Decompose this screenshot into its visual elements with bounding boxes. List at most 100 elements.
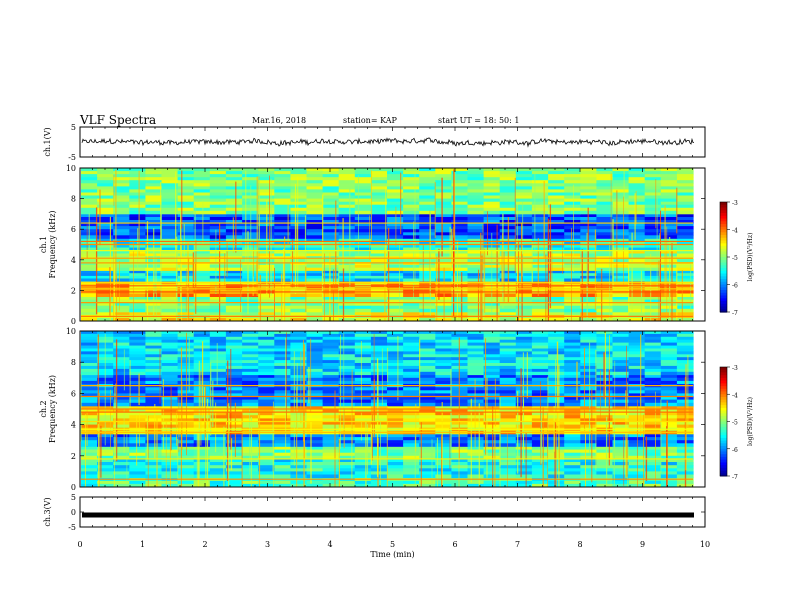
ch1-spectrogram-cell	[274, 273, 291, 277]
ch2-spectrogram-cell	[644, 393, 662, 397]
ch1-spectrogram-cell	[306, 195, 324, 199]
ch1-spectrogram-cell	[499, 168, 517, 172]
ch1-spectrogram-cell	[644, 180, 662, 184]
ch2-spectrogram-cell	[676, 357, 694, 361]
ch2-spectrogram-cell	[322, 374, 340, 379]
ch1-spectrogram-cell	[161, 250, 179, 254]
ch1-spectrogram-cell	[306, 229, 324, 233]
ch1-spectrogram-cell	[612, 192, 630, 196]
ch1-spectrogram-cell	[596, 195, 614, 199]
ch1-spectrogram-cell	[338, 189, 356, 193]
ch1-spectrogram-cell	[403, 253, 420, 257]
ch2-spectrogram-cell	[387, 409, 404, 413]
ch2-spectrogram-cell	[258, 360, 275, 364]
ch1-spectrogram-cell	[548, 213, 565, 218]
ch2-spectrogram-cell	[403, 387, 420, 391]
ch1-spectrogram-cell	[290, 262, 308, 266]
ch2-spectrogram-cell	[580, 418, 597, 422]
ch1-spectrogram-colorbar-step	[720, 303, 727, 308]
ch2-spectrogram-cell	[483, 412, 501, 416]
ch1-spectrogram-cell	[370, 226, 388, 230]
ch2-spectrogram-cell	[564, 348, 581, 352]
ch2-spectrogram-cell	[435, 380, 452, 385]
ch1-spectrogram-cell	[209, 171, 227, 175]
ch2-spectrogram-cell	[129, 371, 146, 376]
ch2-spectrogram-cell	[387, 336, 404, 341]
ch2-spectrogram-cell	[612, 462, 630, 466]
ch1-spectrogram-cell	[338, 278, 356, 282]
ch1-spectrogram-cell	[242, 174, 259, 178]
ch1-spectrogram-cell	[435, 220, 452, 224]
ch1-spectrogram-cell	[548, 259, 565, 263]
ch2-spectrogram-cell	[596, 434, 614, 438]
ch1-spectrogram-cell	[435, 223, 452, 227]
ch1-spectrogram-cell	[628, 241, 646, 245]
ch1-spectrogram-cell	[628, 244, 646, 248]
ch2-spectrogram-cell	[193, 424, 211, 429]
ch1-spectrogram-cell	[113, 253, 130, 257]
ch2-spectrogram-cell	[435, 333, 452, 338]
ch1-spectrogram-cell	[193, 213, 211, 218]
ch2-spectrogram-cell	[435, 434, 452, 438]
ch1-spectrogram-cell	[177, 189, 195, 193]
ch2-spectrogram-cell	[403, 393, 420, 397]
ch2-spectrogram-cell	[177, 333, 195, 338]
ch2-spectrogram-cell	[258, 365, 275, 370]
ch1-spectrogram-cell	[596, 177, 614, 181]
ch1-spectrogram-cell	[97, 293, 114, 297]
ch2-spectrogram-cell	[225, 351, 243, 355]
ch1-spectrogram-cell	[322, 174, 340, 178]
ch2-spectrogram-cell	[161, 333, 179, 338]
ch2-spectrogram-cell	[290, 465, 308, 469]
ch1-spectrogram-cell	[596, 186, 614, 190]
ch2-spectrogram-cell	[483, 368, 501, 373]
ch2-spectrogram-cell	[258, 452, 275, 457]
ch2-spectrogram-cell	[113, 331, 130, 335]
ch2-spectrogram-cell	[499, 409, 517, 413]
ch2-spectrogram-cell	[209, 465, 227, 469]
ch2-spectrogram-cell	[258, 339, 275, 343]
ch2-spectrogram-cell	[97, 465, 114, 469]
ch2-spectrogram-cell	[419, 471, 436, 475]
ch1-spectrogram-cell	[419, 168, 436, 172]
ch2-spectrogram-cell	[419, 483, 436, 488]
ch2-spectrogram-cell	[258, 354, 275, 358]
ch2-spectrogram-cell	[322, 421, 340, 425]
ch2-spectrogram-cell	[387, 421, 404, 425]
ch2-spectrogram-cell	[628, 351, 646, 355]
ch1-spectrogram-cell	[338, 296, 356, 300]
ch2-spectrogram-cell	[290, 374, 308, 379]
ch1-spectrogram-cell	[531, 311, 549, 316]
ch2-spectrogram-cell	[628, 387, 646, 391]
ch1-spectrogram-cell	[81, 273, 98, 277]
ch2-spectrogram-cell	[515, 452, 533, 457]
ch1-spectrogram-cell	[193, 247, 211, 252]
ch1-spectrogram-cell	[548, 317, 565, 322]
ch2-spectrogram-colorbar-step	[720, 372, 727, 376]
ch1-spectrogram-cell	[419, 259, 436, 263]
ch1-spectrogram-cell	[209, 250, 227, 254]
ch2-spectrogram-cell	[209, 462, 227, 466]
ch2-spectrogram-cell	[628, 418, 646, 422]
ch1-spectrogram-cell	[564, 262, 581, 266]
ch2-spectrogram-cell	[322, 480, 340, 485]
ch2-spectrogram-cell	[435, 443, 452, 447]
ch1-spectrogram-cell	[403, 174, 420, 178]
ch2-spectrogram-cell	[467, 480, 485, 485]
ch2-spectrogram-cell	[596, 412, 614, 416]
ch2-spectrogram-cell	[113, 446, 130, 450]
ch2-spectrogram-cell	[177, 357, 195, 361]
ch1-spectrogram-cell	[258, 296, 275, 300]
ch2-spectrogram-cell	[387, 360, 404, 364]
ch1-spectrogram-cell	[274, 207, 291, 212]
ch1-spectrogram-cell	[531, 270, 549, 274]
ch1-spectrogram-cell	[676, 305, 694, 310]
ch1-spectrogram-cell	[515, 204, 533, 209]
ch1-spectrogram-cell	[515, 226, 533, 230]
ch2-spectrogram-cell	[467, 409, 485, 413]
ch1-spectrogram-cell	[225, 270, 243, 274]
ch1-spectrogram-cell	[97, 253, 114, 257]
ch2-spectrogram-cell	[612, 377, 630, 382]
ch1-spectrogram-cell	[483, 192, 501, 196]
ch1-spectrogram-cell	[451, 174, 469, 178]
